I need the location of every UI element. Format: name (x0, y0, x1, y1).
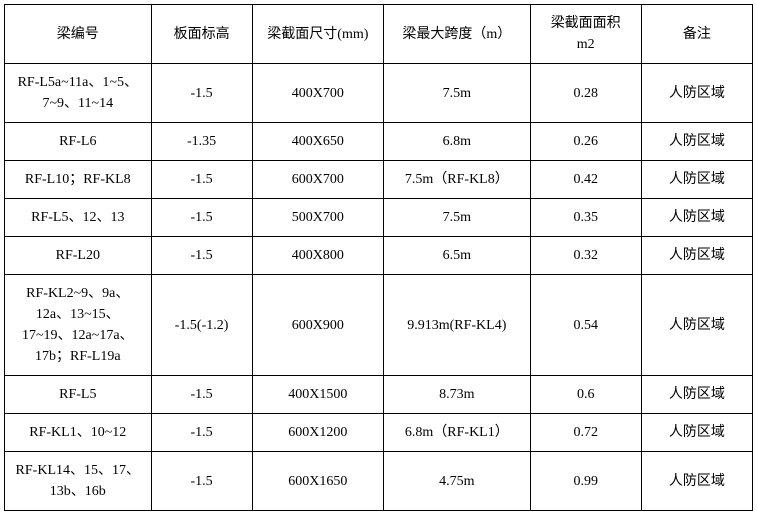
cell-section-size: 400X1500 (252, 376, 383, 414)
cell-elevation: -1.5 (151, 452, 252, 511)
cell-remarks: 人防区域 (641, 161, 752, 199)
cell-elevation: -1.5(-1.2) (151, 275, 252, 376)
cell-elevation: -1.5 (151, 161, 252, 199)
cell-max-span: 6.5m (384, 237, 531, 275)
cell-remarks: 人防区域 (641, 123, 752, 161)
cell-section-size: 600X700 (252, 161, 383, 199)
col-header-remarks: 备注 (641, 5, 752, 64)
cell-elevation: -1.5 (151, 64, 252, 123)
cell-section-area: 0.28 (530, 64, 641, 123)
col-header-elevation: 板面标高 (151, 5, 252, 64)
cell-section-area: 0.54 (530, 275, 641, 376)
cell-remarks: 人防区域 (641, 199, 752, 237)
cell-section-size: 600X1200 (252, 414, 383, 452)
cell-max-span: 6.8m（RF-KL1） (384, 414, 531, 452)
cell-remarks: 人防区域 (641, 237, 752, 275)
col-header-section-area: 梁截面面积 m2 (530, 5, 641, 64)
cell-section-area: 0.99 (530, 452, 641, 511)
table-row: RF-L5 -1.5 400X1500 8.73m 0.6 人防区域 (5, 376, 753, 414)
cell-elevation: -1.5 (151, 199, 252, 237)
cell-beam-id: RF-L10；RF-KL8 (5, 161, 152, 199)
cell-section-size: 600X1650 (252, 452, 383, 511)
cell-beam-id: RF-KL2~9、9a、 12a、13~15、 17~19、12a~17a、 1… (5, 275, 152, 376)
cell-beam-id: RF-L5、12、13 (5, 199, 152, 237)
cell-section-size: 400X700 (252, 64, 383, 123)
table-header-row: 梁编号 板面标高 梁截面尺寸(mm) 梁最大跨度（m） 梁截面面积 m2 备注 (5, 5, 753, 64)
cell-beam-id: RF-KL1、10~12 (5, 414, 152, 452)
cell-max-span: 7.5m (384, 199, 531, 237)
beam-data-table: 梁编号 板面标高 梁截面尺寸(mm) 梁最大跨度（m） 梁截面面积 m2 备注 … (4, 4, 753, 511)
cell-max-span: 7.5m (384, 64, 531, 123)
cell-section-size: 600X900 (252, 275, 383, 376)
cell-section-size: 400X650 (252, 123, 383, 161)
cell-elevation: -1.5 (151, 414, 252, 452)
table-row: RF-KL2~9、9a、 12a、13~15、 17~19、12a~17a、 1… (5, 275, 753, 376)
table-row: RF-L5a~11a、1~5、 7~9、11~14 -1.5 400X700 7… (5, 64, 753, 123)
cell-section-area: 0.42 (530, 161, 641, 199)
cell-max-span: 6.8m (384, 123, 531, 161)
cell-beam-id: RF-KL14、15、17、 13b、16b (5, 452, 152, 511)
table-row: RF-L20 -1.5 400X800 6.5m 0.32 人防区域 (5, 237, 753, 275)
cell-max-span: 9.913m(RF-KL4) (384, 275, 531, 376)
table-row: RF-KL14、15、17、 13b、16b -1.5 600X1650 4.7… (5, 452, 753, 511)
cell-section-size: 500X700 (252, 199, 383, 237)
cell-beam-id: RF-L5 (5, 376, 152, 414)
cell-section-area: 0.32 (530, 237, 641, 275)
cell-section-size: 400X800 (252, 237, 383, 275)
cell-section-area: 0.72 (530, 414, 641, 452)
col-header-max-span: 梁最大跨度（m） (384, 5, 531, 64)
cell-beam-id: RF-L6 (5, 123, 152, 161)
cell-elevation: -1.5 (151, 237, 252, 275)
cell-remarks: 人防区域 (641, 452, 752, 511)
table-row: RF-KL1、10~12 -1.5 600X1200 6.8m（RF-KL1） … (5, 414, 753, 452)
cell-remarks: 人防区域 (641, 376, 752, 414)
cell-beam-id: RF-L5a~11a、1~5、 7~9、11~14 (5, 64, 152, 123)
cell-remarks: 人防区域 (641, 64, 752, 123)
cell-elevation: -1.35 (151, 123, 252, 161)
table-row: RF-L10；RF-KL8 -1.5 600X700 7.5m（RF-KL8） … (5, 161, 753, 199)
cell-section-area: 0.6 (530, 376, 641, 414)
cell-beam-id: RF-L20 (5, 237, 152, 275)
table-row: RF-L6 -1.35 400X650 6.8m 0.26 人防区域 (5, 123, 753, 161)
cell-max-span: 8.73m (384, 376, 531, 414)
cell-section-area: 0.35 (530, 199, 641, 237)
cell-max-span: 7.5m（RF-KL8） (384, 161, 531, 199)
cell-max-span: 4.75m (384, 452, 531, 511)
col-header-beam-id: 梁编号 (5, 5, 152, 64)
cell-remarks: 人防区域 (641, 414, 752, 452)
cell-elevation: -1.5 (151, 376, 252, 414)
cell-section-area: 0.26 (530, 123, 641, 161)
table-body: RF-L5a~11a、1~5、 7~9、11~14 -1.5 400X700 7… (5, 64, 753, 511)
table-row: RF-L5、12、13 -1.5 500X700 7.5m 0.35 人防区域 (5, 199, 753, 237)
cell-remarks: 人防区域 (641, 275, 752, 376)
col-header-section-size: 梁截面尺寸(mm) (252, 5, 383, 64)
